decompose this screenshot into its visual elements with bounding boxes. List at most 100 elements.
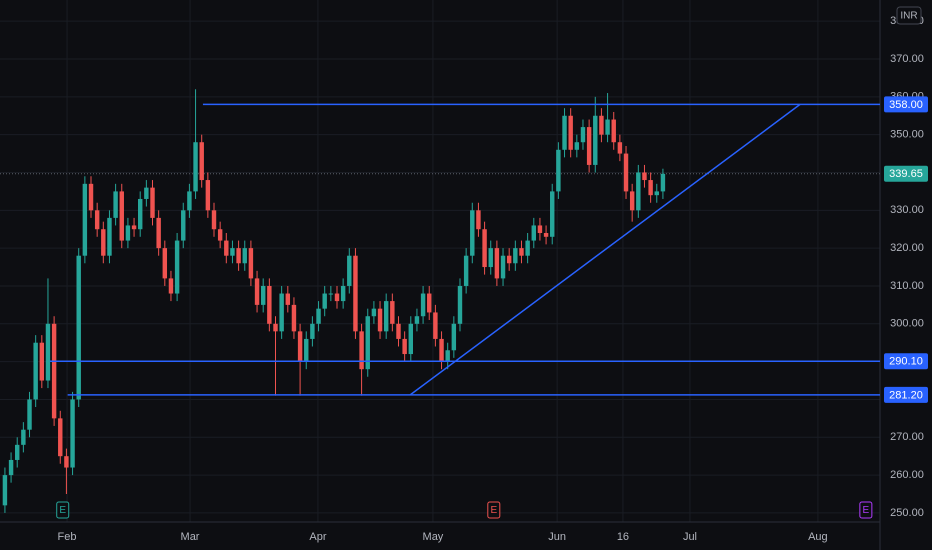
currency-label: INR [900, 11, 917, 22]
candle-body [291, 304, 297, 332]
candle-body [623, 153, 629, 192]
candle-body [279, 293, 284, 332]
candle-body [353, 255, 358, 332]
candle-body [537, 225, 543, 234]
currency-box [896, 6, 922, 25]
candle-body [33, 342, 38, 400]
candle-body [451, 323, 457, 351]
candle-body [550, 191, 555, 237]
candle-body [273, 323, 278, 332]
candle-body [310, 323, 315, 339]
event-marker [56, 501, 70, 519]
candle-body [593, 115, 598, 165]
candle-body [94, 210, 100, 230]
candle-body [636, 172, 641, 211]
candle-body [611, 119, 616, 143]
candle-body [427, 293, 432, 313]
candle-body [642, 172, 647, 181]
candle-body [64, 456, 69, 468]
candle-body [193, 142, 198, 192]
candle-body [562, 115, 567, 150]
x-tick-label: May [423, 531, 444, 543]
candle-body [599, 115, 604, 135]
candle-body [144, 187, 149, 199]
candle-body [224, 240, 229, 256]
candle-body [101, 229, 106, 256]
candle-body [414, 316, 420, 324]
x-tick-label: Jul [683, 531, 697, 543]
candle-body [70, 399, 75, 468]
y-tick-label: 320.00 [890, 242, 924, 254]
candle-body [181, 210, 186, 241]
x-tick-label: 16 [617, 531, 629, 543]
candle-body [648, 180, 653, 196]
candle-body [27, 399, 32, 430]
candle-body [2, 475, 8, 506]
candle-body [248, 248, 254, 279]
candle-body [383, 301, 389, 332]
candle-body [500, 255, 506, 279]
y-tick-label: 310.00 [890, 280, 924, 292]
candle-body [506, 255, 512, 264]
candle-body [254, 278, 260, 305]
level-label-box [884, 353, 928, 370]
candle-body [113, 191, 118, 218]
candle-body [396, 323, 401, 339]
candle-body [519, 248, 524, 256]
candle-body [494, 248, 500, 279]
candle-body [21, 429, 26, 445]
candle-body [242, 248, 247, 264]
level-label: 281.20 [889, 389, 923, 401]
candle-body [617, 142, 623, 154]
event-label: E [863, 505, 870, 516]
candle-body [322, 293, 327, 309]
candle-body [8, 459, 14, 476]
candle-body [531, 225, 536, 241]
candle-body [660, 173, 666, 192]
candle-body [543, 233, 549, 237]
candle-body [377, 308, 383, 332]
last-price-box [884, 165, 928, 182]
candle-body [580, 127, 586, 143]
candle-body [365, 316, 370, 370]
y-tick-label: 270.00 [890, 431, 924, 443]
y-tick-label: 300.00 [890, 318, 924, 330]
candle-body [260, 285, 266, 305]
candle-body [556, 149, 561, 192]
candle-body [654, 191, 659, 196]
candle-body [402, 338, 407, 355]
level-label: 290.10 [889, 356, 923, 368]
y-tick-label: 370.00 [890, 53, 924, 65]
candle-body [359, 331, 364, 370]
candle-body [347, 255, 352, 286]
candle-body [371, 308, 377, 317]
candle-body [15, 444, 20, 460]
candle-body [513, 248, 518, 264]
x-tick-label: Feb [58, 531, 77, 543]
candle-body [445, 350, 450, 362]
candle-body [199, 142, 204, 181]
candle-body [586, 127, 592, 165]
last-price-label: 339.65 [889, 168, 923, 180]
candle-body [107, 217, 112, 256]
y-tick-label: 350.00 [890, 129, 924, 141]
candle-body [88, 183, 94, 211]
candle-body [476, 210, 481, 230]
event-label: E [490, 505, 497, 516]
candle-body [439, 338, 444, 362]
candle-body [236, 248, 241, 264]
candle-body [217, 229, 223, 241]
candle-body [51, 323, 57, 419]
event-marker [487, 501, 501, 519]
candle-body [187, 191, 192, 211]
candle-body [316, 308, 321, 324]
candle-body [131, 225, 137, 230]
candle-body [137, 198, 143, 230]
candle-body [285, 293, 291, 305]
candle-body [568, 115, 573, 150]
candle-body [328, 293, 334, 295]
candle-body [482, 229, 487, 268]
candle-body [457, 285, 463, 324]
candle-body [304, 338, 309, 362]
